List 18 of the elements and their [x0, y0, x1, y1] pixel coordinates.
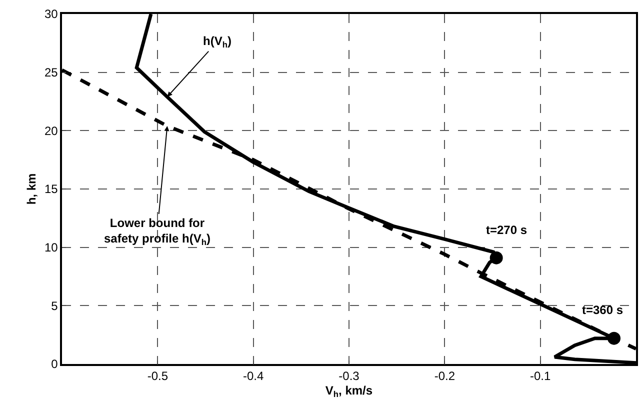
annotation: h(V$_{h}$)	[203, 34, 232, 50]
annotation: t=270 s	[486, 223, 528, 237]
y-tick-label: 5	[51, 298, 58, 313]
x-tick-label: -0.2	[434, 369, 456, 384]
y-axis-title: h, km	[24, 173, 38, 205]
y-tick-label: 10	[44, 240, 58, 255]
x-tick-label: -0.1	[530, 369, 551, 384]
x-tick-label: -0.4	[242, 369, 264, 384]
x-tick-label: -0.5	[147, 369, 168, 384]
y-tick-label: 20	[44, 124, 58, 138]
x-tick-label: -0.3	[338, 369, 360, 384]
annotation: t=360 s	[582, 303, 624, 317]
y-tick-label: 15	[44, 182, 58, 196]
y-tick-label: 0	[51, 357, 58, 372]
annotation: Lower bound for safety profile h(V$_{h}$)	[104, 216, 210, 248]
y-tick-label: 25	[44, 66, 58, 80]
y-tick-label: 30	[44, 7, 58, 22]
x-axis-title: V$_{h}$, km/s	[325, 384, 373, 400]
